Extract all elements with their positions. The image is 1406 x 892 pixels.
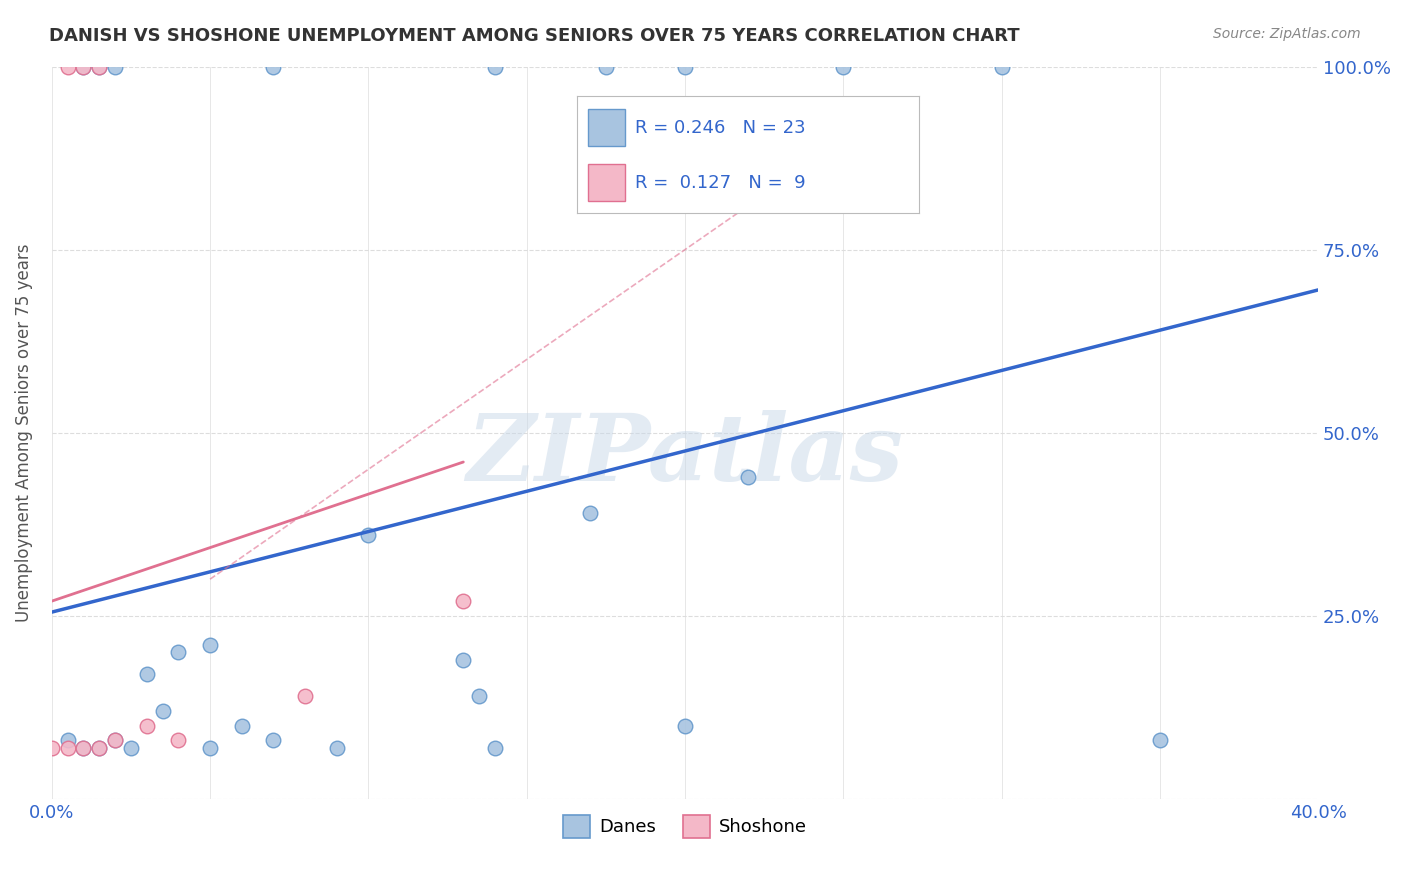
Point — [56, 60, 79, 74]
Point — [72, 740, 94, 755]
Point — [120, 740, 142, 755]
Point — [152, 704, 174, 718]
Point — [453, 594, 475, 608]
Point — [673, 60, 696, 74]
Point — [294, 690, 316, 704]
Point — [579, 506, 602, 520]
Point — [453, 653, 475, 667]
Point — [262, 60, 284, 74]
Point — [673, 718, 696, 732]
Point — [167, 733, 190, 747]
Point — [198, 740, 221, 755]
Point — [135, 718, 157, 732]
Point — [325, 740, 347, 755]
Point — [231, 718, 253, 732]
Point — [41, 740, 63, 755]
Point — [1149, 733, 1171, 747]
Point — [56, 740, 79, 755]
Point — [104, 733, 127, 747]
Text: Source: ZipAtlas.com: Source: ZipAtlas.com — [1213, 27, 1361, 41]
Point — [72, 740, 94, 755]
Point — [135, 667, 157, 681]
Point — [990, 60, 1012, 74]
Point — [357, 528, 380, 542]
Point — [262, 733, 284, 747]
Point — [89, 740, 111, 755]
Point — [198, 638, 221, 652]
Point — [56, 733, 79, 747]
Point — [89, 740, 111, 755]
Text: DANISH VS SHOSHONE UNEMPLOYMENT AMONG SENIORS OVER 75 YEARS CORRELATION CHART: DANISH VS SHOSHONE UNEMPLOYMENT AMONG SE… — [49, 27, 1019, 45]
Point — [72, 60, 94, 74]
Point — [72, 60, 94, 74]
Point — [484, 740, 506, 755]
Y-axis label: Unemployment Among Seniors over 75 years: Unemployment Among Seniors over 75 years — [15, 244, 32, 622]
Point — [595, 60, 617, 74]
Point — [468, 690, 491, 704]
Text: ZIPatlas: ZIPatlas — [467, 409, 904, 500]
Legend: Danes, Shoshone: Danes, Shoshone — [555, 808, 814, 845]
Point — [104, 733, 127, 747]
Point — [737, 469, 759, 483]
Point — [167, 645, 190, 659]
Point — [484, 60, 506, 74]
Point — [89, 60, 111, 74]
Point — [104, 60, 127, 74]
Point — [89, 60, 111, 74]
Point — [832, 60, 855, 74]
